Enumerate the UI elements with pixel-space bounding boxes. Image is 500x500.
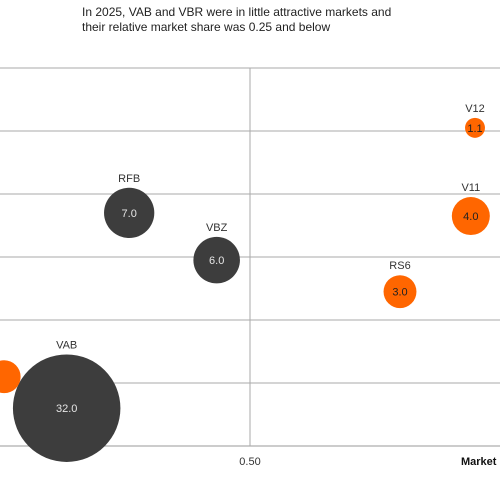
chart-caption: In 2025, VAB and VBR were in little attr… — [82, 5, 482, 35]
bubble-value-label: 32.0 — [56, 403, 77, 415]
bubble-rs6 — [383, 275, 417, 309]
bubble-name-label: VAB — [56, 339, 77, 351]
bubble-v11 — [451, 197, 490, 236]
bubble-value-label: 6.0 — [209, 255, 224, 267]
caption-line-2: their relative market share was 0.25 and… — [82, 20, 331, 34]
bubble-unlabeled — [0, 360, 21, 394]
bubble-rfb — [104, 187, 155, 239]
bubble-value-label: 7.0 — [122, 208, 137, 220]
bubble-value-label: 3.0 — [392, 287, 407, 299]
x-tick-label: 0.50 — [239, 456, 260, 468]
bubble-vbz — [193, 236, 240, 284]
bubble-value-label: 4.0 — [463, 211, 478, 223]
bubble-name-label: VBZ — [206, 222, 228, 234]
x-axis-title: Market — [461, 456, 497, 468]
bubble-name-label: V12 — [465, 103, 485, 115]
bubble-name-label: RS6 — [389, 260, 410, 272]
bubble-name-label: RFB — [118, 173, 140, 185]
caption-line-1: In 2025, VAB and VBR were in little attr… — [82, 5, 392, 19]
bubble-vab — [12, 354, 121, 462]
bubble-name-label: V11 — [461, 182, 480, 194]
bubble-v12 — [465, 117, 485, 138]
bubble-value-label: 1.1 — [467, 123, 482, 135]
